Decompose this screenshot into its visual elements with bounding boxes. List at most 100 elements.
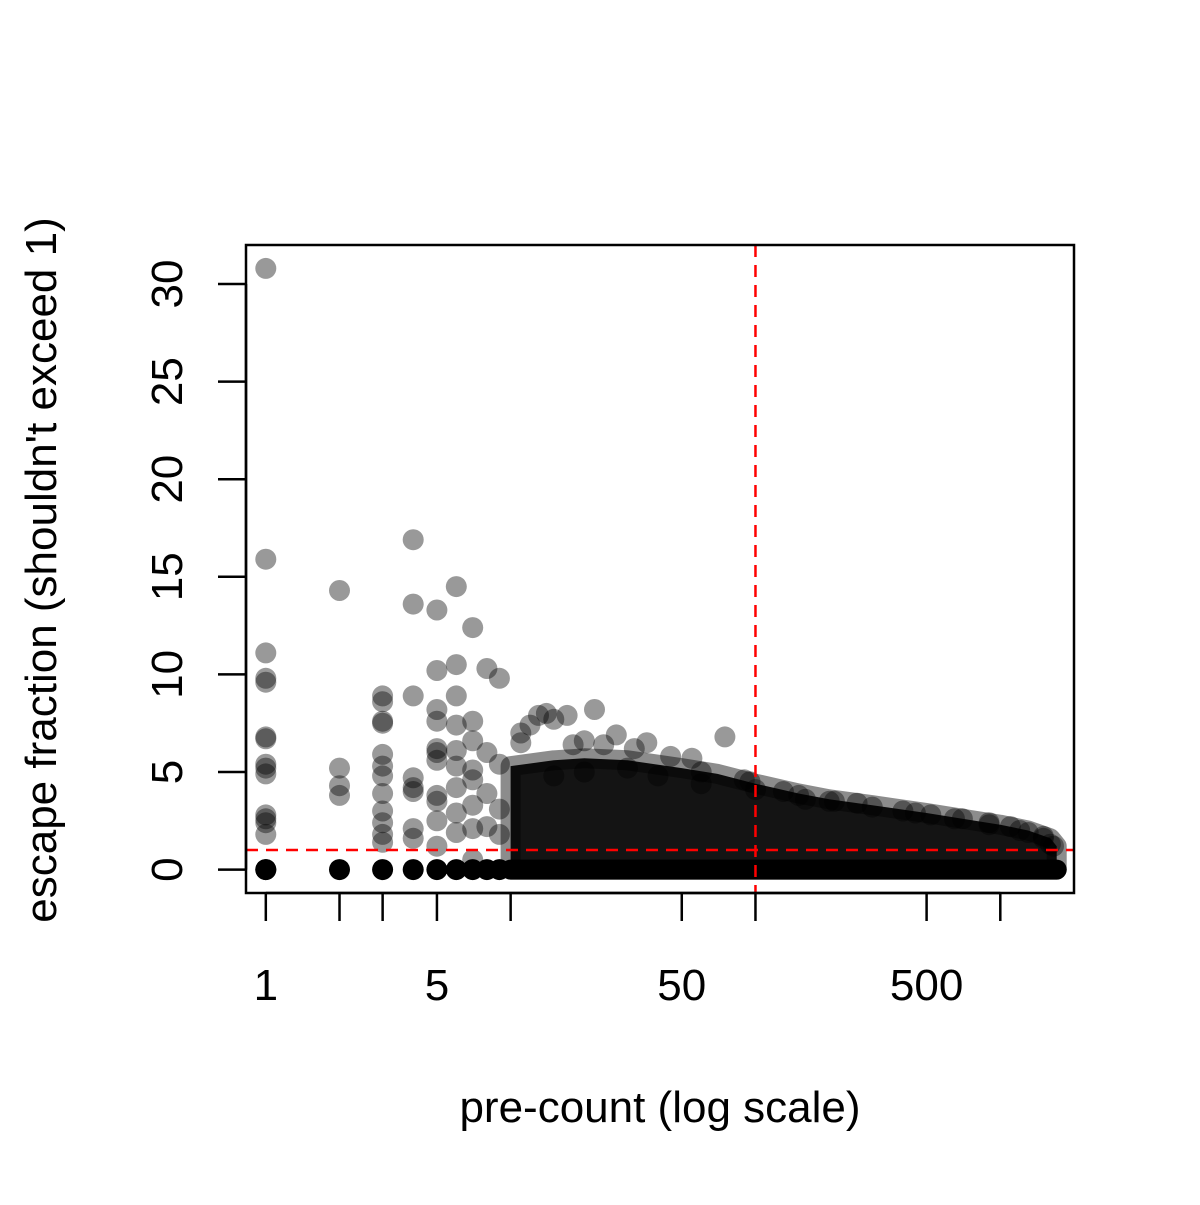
data-point — [329, 775, 350, 797]
data-point — [426, 738, 448, 760]
data-point — [617, 757, 638, 779]
data-point — [488, 798, 510, 820]
data-point — [488, 859, 510, 881]
data-point — [445, 777, 467, 799]
data-point — [573, 761, 595, 783]
data-point — [402, 777, 424, 799]
data-point — [647, 765, 669, 787]
data-point — [733, 769, 755, 791]
data-point — [372, 765, 394, 787]
data-point — [951, 808, 973, 830]
data-point — [445, 755, 467, 777]
data-point — [681, 747, 703, 769]
data-point — [476, 658, 498, 679]
data-point — [445, 654, 467, 676]
data-point — [636, 732, 658, 754]
y-axis: 0 5 10 15 20 25 30 — [143, 260, 248, 882]
data-point — [519, 714, 541, 736]
data-point — [510, 732, 532, 754]
dense-point-band — [500, 748, 1067, 880]
data-point — [372, 859, 394, 881]
data-point — [445, 576, 467, 598]
data-point — [372, 685, 394, 707]
data-point — [818, 790, 840, 812]
data-point — [426, 810, 448, 832]
data-point — [445, 822, 467, 843]
data-point — [1043, 835, 1064, 857]
data-point — [462, 617, 484, 639]
data-point — [372, 800, 394, 822]
data-point — [528, 704, 549, 726]
data-point — [510, 722, 532, 744]
data-point — [372, 712, 394, 734]
x-tick-label: 1 — [254, 961, 278, 1010]
data-point — [944, 808, 965, 830]
data-point — [794, 788, 816, 810]
data-point — [372, 783, 394, 804]
data-point — [426, 742, 448, 763]
x-axis: 1 5 50 500 — [254, 891, 1002, 1010]
reference-lines — [246, 245, 1074, 893]
y-tick-label: 30 — [143, 260, 192, 309]
data-point — [255, 667, 277, 689]
data-point — [690, 761, 712, 783]
data-point — [426, 835, 448, 857]
data-point — [329, 580, 350, 601]
data-point — [1032, 827, 1054, 849]
data-point — [488, 753, 510, 775]
data-point — [255, 726, 277, 748]
data-point — [1032, 825, 1054, 847]
data-point — [476, 816, 498, 838]
data-point — [846, 792, 868, 814]
x-tick-label: 500 — [890, 961, 963, 1010]
data-point — [788, 784, 810, 806]
data-point — [372, 743, 394, 765]
data-point — [978, 812, 1000, 834]
data-points — [255, 257, 1064, 881]
data-point — [255, 548, 277, 570]
x-tick-label: 50 — [657, 961, 706, 1010]
data-point — [861, 796, 883, 818]
data-point — [372, 831, 394, 853]
data-point — [255, 757, 277, 779]
data-point — [372, 691, 394, 713]
data-point — [462, 710, 484, 732]
data-point — [1009, 820, 1031, 841]
y-tick-label: 15 — [143, 552, 192, 601]
data-point — [426, 790, 448, 812]
data-point — [999, 816, 1021, 838]
data-point — [543, 765, 565, 787]
data-point — [892, 800, 914, 822]
data-point — [255, 812, 277, 834]
data-point — [562, 734, 584, 756]
data-point — [488, 823, 510, 845]
data-point — [690, 773, 712, 795]
x-axis-label: pre-count (log scale) — [459, 1083, 860, 1132]
data-point — [402, 767, 424, 789]
data-point — [445, 740, 467, 761]
dense-band-edge — [500, 748, 1067, 880]
data-point — [426, 710, 448, 732]
data-point — [772, 781, 794, 802]
x-tick-label: 5 — [425, 961, 449, 1010]
data-point — [402, 593, 424, 615]
data-point — [462, 794, 484, 816]
data-point — [426, 699, 448, 720]
data-point — [426, 749, 448, 771]
data-point — [402, 818, 424, 840]
data-point — [1017, 822, 1039, 843]
zero-row-band — [500, 859, 1067, 880]
y-tick-label: 5 — [143, 760, 192, 784]
data-point — [978, 814, 1000, 836]
y-tick-label: 25 — [143, 357, 192, 406]
data-point — [462, 769, 484, 791]
data-point — [462, 730, 484, 752]
data-point — [445, 859, 467, 881]
data-point — [255, 753, 277, 775]
data-point — [255, 257, 277, 279]
data-point — [426, 784, 448, 806]
data-point — [535, 702, 557, 724]
data-point — [714, 726, 736, 748]
data-point — [255, 808, 277, 830]
data-point — [593, 734, 615, 756]
